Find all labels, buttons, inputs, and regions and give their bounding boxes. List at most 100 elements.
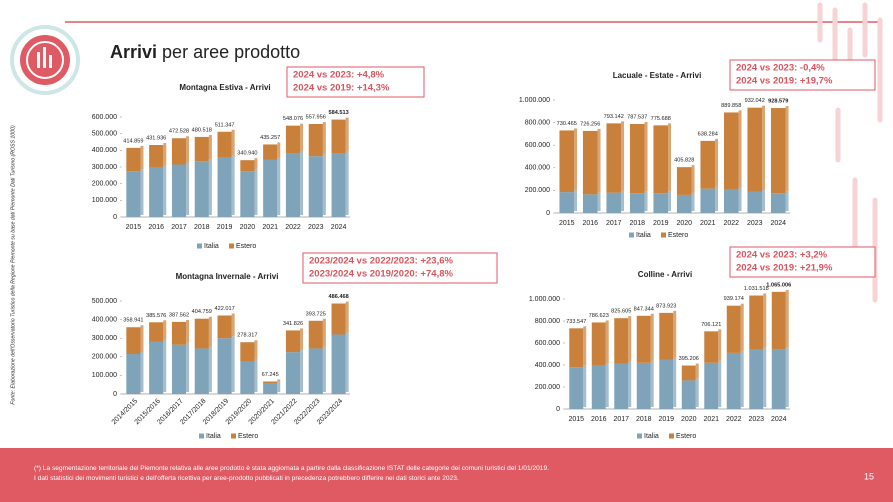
bar-side — [740, 350, 744, 407]
legend-label: Estero — [676, 433, 696, 440]
total-label: 278.317 — [237, 333, 257, 339]
bar-segment — [614, 318, 629, 364]
bar-side — [140, 352, 144, 392]
chart-title: Colline - Arrivi — [638, 270, 692, 279]
x-tick-label: 2020 — [240, 224, 256, 231]
bar-segment — [285, 125, 301, 154]
legend-swatch — [629, 232, 634, 238]
bar-side — [345, 301, 349, 333]
bar-side — [345, 151, 349, 215]
bar-side — [650, 313, 654, 361]
total-label: 414.859 — [123, 138, 143, 144]
bar-segment — [676, 167, 692, 195]
bar-side — [163, 143, 167, 165]
bar-segment — [629, 124, 645, 194]
bar-side — [208, 346, 212, 392]
bar-segment — [591, 322, 606, 365]
x-tick-label: 2017 — [171, 224, 187, 231]
bar-side — [254, 158, 258, 170]
bar-segment — [126, 327, 141, 355]
bar-side — [574, 190, 578, 211]
annotation-box — [729, 246, 876, 278]
total-label: 730.465 — [557, 121, 577, 127]
bar-segment — [240, 171, 255, 217]
y-tick-label: 400.000 — [92, 147, 117, 154]
annotation-box — [729, 59, 876, 91]
bar-segment — [659, 359, 674, 409]
bar-segment — [700, 140, 716, 189]
bar-segment — [676, 194, 692, 213]
x-tick-label: 2015 — [126, 224, 142, 231]
bar-side — [621, 121, 625, 191]
bar-segment — [331, 119, 346, 154]
bar-side — [231, 129, 235, 156]
bar-side — [277, 142, 281, 158]
bar-segment — [749, 349, 764, 409]
legend-label: Estero — [238, 433, 258, 440]
legend-label: Italia — [636, 232, 651, 239]
bar-segment — [263, 381, 278, 384]
bar-side — [644, 122, 648, 192]
bar-segment — [263, 383, 278, 394]
annotation: 2024 vs 2023: -0,4% — [736, 63, 825, 74]
bar-segment — [559, 130, 575, 193]
bar-segment — [723, 112, 739, 190]
bar-segment — [653, 193, 669, 213]
total-label: 1.031.518 — [744, 286, 769, 292]
annotation: 2024 vs 2023: +4,8% — [293, 70, 385, 81]
chart-title: Montagna Estiva - Arrivi — [179, 83, 270, 92]
title-bold: Arrivi — [110, 42, 157, 62]
bar-side — [621, 190, 625, 211]
chart-title: Lacuale - Estate - Arrivi — [613, 71, 702, 80]
bar-segment — [240, 160, 255, 172]
bar-side — [231, 313, 235, 337]
bar-segment — [771, 349, 786, 409]
bar-segment — [704, 331, 719, 363]
bar-side — [345, 332, 349, 392]
bar-side — [715, 138, 719, 187]
bar-segment — [194, 348, 209, 394]
bar-side — [785, 347, 789, 407]
y-tick-label: 200.000 — [92, 181, 117, 188]
total-label: 932.042 — [745, 98, 765, 104]
bar-side — [300, 123, 304, 152]
annotation: 2024 vs 2019: +14,3% — [293, 83, 390, 94]
y-tick-label: 300.000 — [92, 335, 117, 342]
annotation: 2023/2024 vs 2022/2023: +23,6% — [309, 256, 454, 267]
bar-segment — [308, 156, 323, 217]
bar-segment — [217, 157, 232, 217]
x-tick-label: 2024 — [770, 220, 786, 227]
x-tick-label: 2017 — [606, 220, 622, 227]
bar-side — [740, 303, 744, 351]
bar-segment — [331, 153, 346, 217]
y-tick-label: 100.000 — [92, 372, 117, 379]
legend-swatch — [197, 243, 202, 249]
x-tick-label: 2022 — [285, 224, 301, 231]
bar-side — [186, 319, 190, 343]
x-tick-label: 2019 — [653, 220, 669, 227]
bar-side — [231, 336, 235, 392]
total-label: 706.121 — [701, 322, 721, 328]
bar-segment — [308, 320, 323, 349]
bar-side — [322, 154, 326, 215]
chart-title: Montagna Invernale - Arrivi — [176, 272, 279, 281]
bar-segment — [285, 330, 301, 353]
legend-swatch — [229, 243, 234, 249]
x-tick-label: 2021 — [700, 220, 716, 227]
bar-side — [695, 363, 699, 379]
total-label: 422.017 — [214, 306, 234, 312]
total-label: 733.547 — [566, 319, 586, 325]
bar-side — [254, 340, 258, 360]
bar-side — [163, 165, 167, 215]
bar-side — [668, 191, 672, 211]
bar-segment — [569, 367, 584, 409]
bar-side — [715, 186, 719, 211]
bar-segment — [149, 341, 164, 394]
bar-side — [605, 320, 609, 363]
total-label: 825.605 — [611, 309, 631, 315]
total-label: 638.284 — [698, 131, 718, 137]
bar-side — [738, 110, 742, 188]
bar-segment — [263, 159, 278, 217]
y-tick-label: 800.000 — [525, 119, 550, 126]
bar-segment — [582, 130, 598, 195]
